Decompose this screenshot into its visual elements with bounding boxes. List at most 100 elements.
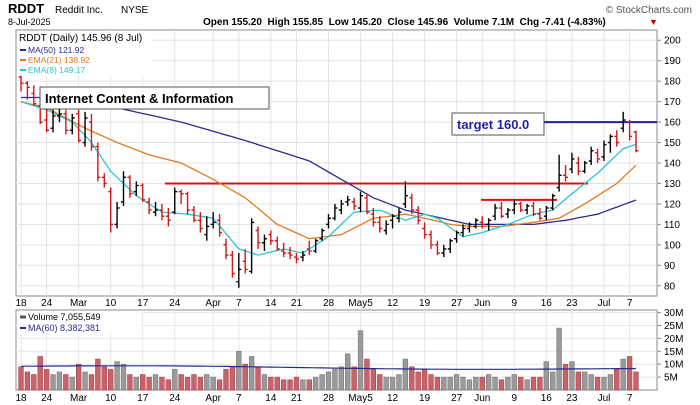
ohlc-bar — [479, 216, 485, 229]
volume-bar — [415, 371, 421, 391]
ohlc-bar — [159, 203, 165, 221]
date-tick-label: 18 — [15, 393, 27, 404]
ohlc-bar — [236, 253, 242, 288]
date-tick-label: 9 — [512, 298, 518, 309]
date-tick-label: 14 — [265, 298, 277, 309]
ohlc-bar — [165, 208, 171, 227]
date-tick-label: May5 — [348, 298, 373, 309]
ohlc-bar — [281, 242, 287, 258]
volume-bar — [197, 376, 204, 391]
ohlc-bar — [518, 201, 524, 213]
target-label: target 160.0 — [457, 117, 529, 132]
date-tick-label: May5 — [348, 393, 373, 404]
date-tick-label: 17 — [137, 298, 149, 309]
volume-bar — [479, 376, 485, 391]
ohlc-bar — [185, 191, 191, 215]
reference-lines — [165, 121, 657, 201]
volume-bar — [409, 366, 415, 391]
volume-bar — [306, 379, 312, 391]
volume-bar — [441, 376, 447, 391]
quote-summary: Open 155.20 High 155.85 Low 145.20 Close… — [203, 17, 606, 28]
ohlc-bar — [409, 193, 415, 215]
volume-tick-label: 25M — [664, 321, 683, 332]
date-tick-label: 24 — [41, 393, 53, 404]
date-tick-label: 7 — [627, 393, 633, 404]
ohlc-bar — [293, 253, 299, 264]
legend-volume-ma: MA(60) 8,382,381 — [28, 323, 100, 333]
volume-bar — [69, 376, 75, 391]
date-tick-label: Apr — [205, 393, 221, 404]
ohlc-bar — [422, 222, 428, 239]
ohlc-bar — [563, 165, 569, 182]
volume-bar — [287, 379, 293, 391]
date-tick-label: 16 — [541, 393, 553, 404]
volume-bar — [43, 369, 50, 391]
volume-bar — [357, 330, 364, 391]
date-tick-label: 7 — [627, 298, 633, 309]
volume-bar — [88, 374, 95, 391]
volume-bar — [120, 363, 127, 391]
ohlc-bar — [121, 171, 126, 206]
volume-bar — [319, 374, 325, 391]
ohlc-bar — [543, 205, 549, 221]
ohlc-bar — [44, 107, 50, 133]
date-tick-label: 24 — [41, 298, 53, 309]
date-tick-label: 19 — [419, 393, 431, 404]
volume-bar — [575, 371, 581, 391]
ohlc-bar — [556, 154, 562, 192]
volume-bar — [325, 371, 332, 391]
volume-bar — [18, 366, 24, 391]
volume-bar — [56, 371, 63, 391]
volume-bar — [108, 369, 114, 391]
ohlc-bar — [627, 120, 633, 141]
price-panel-title: RDDT (Daily) 145.96 (8 Jul) — [19, 33, 142, 44]
volume-bar — [293, 376, 300, 391]
volume-bar — [633, 371, 639, 391]
ohlc-bar — [18, 72, 24, 92]
date-tick-label: 12 — [387, 298, 399, 309]
price-tick-label: 90 — [664, 261, 676, 272]
volume-bar — [338, 366, 344, 391]
volume-bar — [486, 374, 492, 391]
ohlc-bar — [326, 214, 331, 229]
ohlc-bar — [114, 201, 120, 229]
industry-label: Internet Content & Information — [45, 91, 234, 106]
ohlc-bar — [249, 218, 255, 274]
ohlc-bar — [447, 238, 453, 254]
ohlc-bar — [550, 193, 556, 211]
ohlc-bar — [614, 130, 620, 147]
ohlc-bar — [274, 236, 280, 251]
ohlc-bar — [524, 203, 530, 215]
ohlc-bar — [364, 193, 370, 215]
ohlc-bar — [511, 199, 517, 215]
volume-bar — [127, 374, 133, 391]
ohlc-bar — [607, 134, 613, 153]
ohlc-bar — [31, 85, 37, 106]
volume-bar — [364, 358, 370, 391]
ohlc-bar — [601, 140, 607, 161]
volume-bar — [569, 361, 575, 391]
date-tick-label: 7 — [236, 298, 242, 309]
date-tick-label: 21 — [291, 393, 303, 404]
volume-bar — [351, 366, 357, 391]
date-tick-label: 7 — [236, 393, 242, 404]
volume-bar — [505, 376, 511, 391]
ohlc-bar — [454, 230, 460, 243]
ohlc-bar — [178, 189, 184, 204]
quote-date: 8-Jul-2025 — [8, 17, 51, 27]
date-tick-label: 16 — [541, 298, 553, 309]
volume-bar — [607, 374, 614, 391]
ohlc-bar — [595, 148, 601, 163]
volume-bar — [236, 351, 242, 391]
volume-bar — [24, 371, 31, 391]
ohlc-bar — [217, 214, 223, 237]
volume-bar — [370, 369, 376, 391]
ohlc-bar — [229, 250, 235, 278]
ohlc-bar — [633, 130, 639, 153]
date-tick-label: 23 — [566, 393, 578, 404]
ohlc-bar — [332, 203, 338, 221]
volume-bar — [178, 374, 184, 391]
date-tick-label: Mar — [70, 393, 88, 404]
volume-axis: 5M 10M 15M 20M 25M 30M — [657, 308, 683, 384]
price-tick-label: 190 — [664, 56, 681, 67]
